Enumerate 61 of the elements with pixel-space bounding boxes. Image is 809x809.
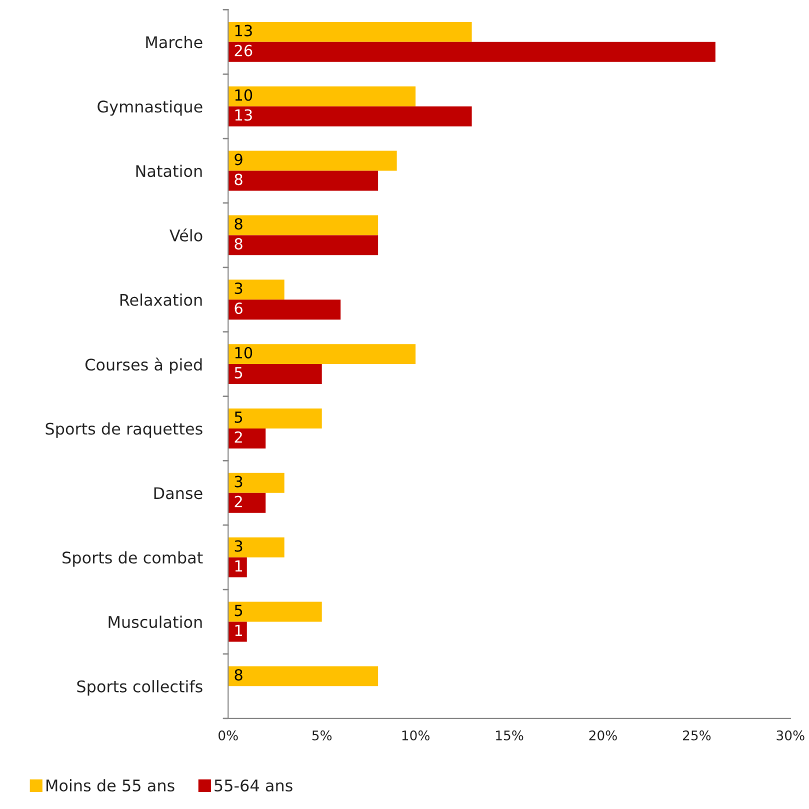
y-tick-label: Sports collectifs xyxy=(77,680,202,696)
bar xyxy=(228,235,378,256)
x-tick-label: 20% xyxy=(589,730,617,740)
bar xyxy=(228,602,322,622)
legend-label: Moins de 55 ans xyxy=(46,779,174,792)
data-label: 5 xyxy=(234,367,242,378)
bar xyxy=(228,537,284,558)
data-label: 13 xyxy=(235,24,252,36)
y-tick-label: Gymnastique xyxy=(98,100,202,116)
x-tick-label: 5% xyxy=(312,730,332,740)
bar xyxy=(228,408,322,428)
data-label: 3 xyxy=(234,476,242,488)
y-tick-label: Musculation xyxy=(108,616,202,628)
bar xyxy=(228,492,266,513)
bar xyxy=(228,86,416,106)
bar xyxy=(228,280,284,300)
x-tick-label: 10% xyxy=(402,730,430,740)
data-label: 26 xyxy=(234,44,252,56)
data-label: 2 xyxy=(234,431,242,443)
data-label: 8 xyxy=(234,669,242,681)
bar xyxy=(228,472,284,493)
bar xyxy=(228,42,716,62)
data-label: 1 xyxy=(235,624,242,636)
y-tick-label: Relaxation xyxy=(120,294,202,306)
bar xyxy=(228,150,397,171)
y-tick-label: Sports de combat xyxy=(62,551,203,567)
data-label: 5 xyxy=(234,412,242,423)
data-label: 9 xyxy=(234,154,242,166)
data-label: 8 xyxy=(234,218,242,230)
bar xyxy=(228,106,472,126)
bar xyxy=(228,557,247,578)
data-label: 2 xyxy=(234,496,242,508)
bar xyxy=(228,170,378,191)
data-label: 1 xyxy=(235,560,242,572)
data-label: 3 xyxy=(234,282,242,294)
y-tick-label: Vélo xyxy=(170,228,202,242)
x-tick-label: 25% xyxy=(682,730,711,740)
y-tick-label: Sports de raquettes xyxy=(46,422,202,438)
data-label: 13 xyxy=(235,109,252,121)
bar xyxy=(228,22,472,42)
legend-label: 55-64 ans xyxy=(214,779,292,792)
y-tick-label: Courses à pied xyxy=(85,358,202,374)
bar xyxy=(228,364,322,384)
bar xyxy=(228,666,378,686)
y-tick-label: Danse xyxy=(154,487,202,500)
x-tick-label: 15% xyxy=(496,730,524,740)
y-tick-label: Marche xyxy=(146,36,202,48)
data-label: 8 xyxy=(234,174,242,186)
data-label: 10 xyxy=(235,346,252,358)
x-tick-label: 0% xyxy=(218,730,238,740)
x-tick-label: 30% xyxy=(776,730,804,740)
data-label: 3 xyxy=(234,540,242,552)
data-label: 5 xyxy=(234,604,242,616)
bar xyxy=(228,428,266,448)
data-label: 10 xyxy=(235,89,252,101)
data-label: 6 xyxy=(234,302,242,314)
bar xyxy=(228,300,341,320)
bar xyxy=(228,344,416,364)
bar xyxy=(228,215,378,236)
y-tick-label: Natation xyxy=(136,164,202,178)
data-label: 8 xyxy=(234,238,242,250)
